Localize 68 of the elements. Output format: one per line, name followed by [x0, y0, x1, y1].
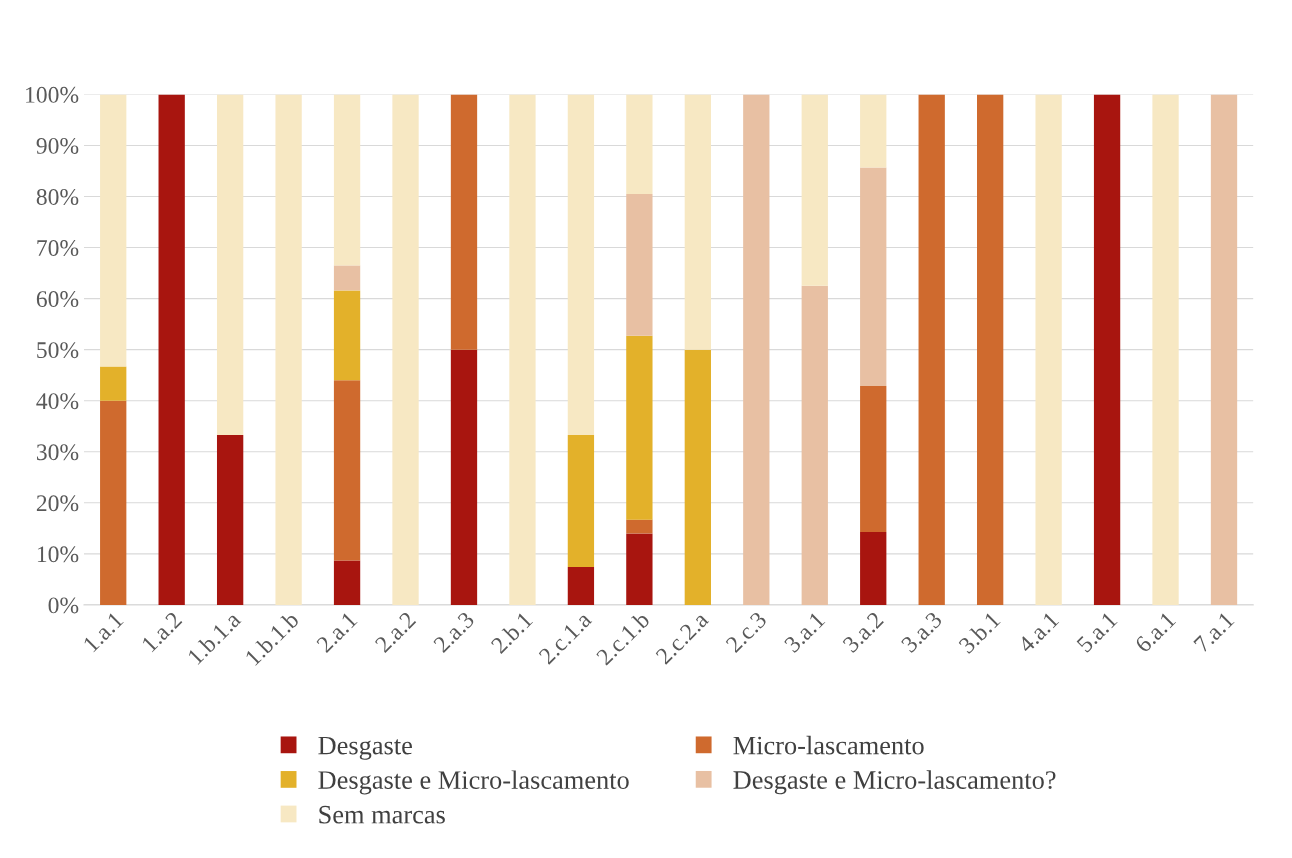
bar — [1210, 94, 1238, 605]
legend-label: Sem marcas — [319, 805, 445, 824]
bar — [1035, 94, 1062, 605]
bar — [684, 94, 711, 350]
legend-label: Desgaste e Micro-lascamento — [318, 770, 629, 795]
x-tick-label: 2.a.3 — [432, 610, 476, 654]
bar — [100, 366, 127, 401]
x-tick-label: 1.a.2 — [141, 611, 183, 653]
bar — [684, 349, 711, 605]
x-tick-label: 1.a.1 — [82, 611, 125, 653]
x-tick-label: 2.a.2 — [374, 611, 417, 654]
bar — [626, 533, 653, 605]
bar — [216, 94, 244, 435]
bar — [801, 285, 828, 605]
bar — [100, 400, 127, 605]
bar — [626, 519, 653, 534]
legend-label: Desgaste e Micro-lascamento? — [733, 770, 1056, 795]
bar — [333, 290, 361, 381]
x-tick-label: 4.a.1 — [1017, 611, 1060, 654]
bar — [392, 94, 419, 605]
bar — [801, 94, 828, 286]
bar — [333, 380, 361, 561]
bar — [567, 434, 595, 568]
bar — [450, 94, 478, 350]
bar — [450, 349, 478, 605]
y-tick-label: 40% — [36, 393, 79, 410]
x-tick-label: 2.a.1 — [315, 611, 358, 654]
legend-label: Micro-lascamento — [733, 735, 924, 755]
y-tick-label: 70% — [37, 240, 79, 257]
bar — [626, 335, 653, 520]
bar — [860, 94, 887, 168]
bar — [626, 193, 653, 336]
x-tick-label: 3.a.1 — [783, 611, 826, 654]
bar — [860, 167, 887, 386]
x-tick-label: 2.c.3 — [725, 610, 768, 654]
bar — [1152, 94, 1179, 605]
bar — [158, 94, 185, 605]
y-tick-label: 30% — [36, 444, 79, 461]
y-tick-label: 20% — [36, 495, 79, 512]
bar — [275, 94, 302, 605]
legend-label: Desgaste — [318, 736, 412, 760]
y-tick-label: 80% — [36, 188, 79, 205]
y-tick-label: 100% — [26, 86, 79, 103]
bar — [626, 94, 653, 194]
bar — [333, 560, 361, 605]
bar — [1093, 94, 1121, 605]
x-tick-label: 5.a.1 — [1076, 611, 1118, 654]
y-tick-label: 90% — [36, 137, 79, 154]
x-tick-label: 3.a.2 — [842, 611, 885, 654]
y-tick-label: 0% — [48, 597, 79, 614]
y-tick-label: 10% — [37, 546, 79, 563]
bar — [333, 94, 361, 266]
x-tick-label: 7.a.1 — [1193, 611, 1235, 653]
bar — [216, 434, 244, 605]
x-tick-label: 3.a.3 — [900, 610, 943, 654]
bar — [860, 385, 887, 532]
bar — [977, 94, 1004, 605]
bar — [567, 567, 595, 605]
bar — [509, 94, 536, 605]
y-tick-label: 60% — [36, 291, 79, 308]
bar — [918, 94, 945, 605]
bar — [100, 94, 127, 367]
x-tick-label: 6.a.1 — [1134, 611, 1177, 654]
bar — [567, 94, 595, 435]
bar — [333, 265, 361, 291]
bar — [860, 531, 887, 605]
y-tick-label: 50% — [37, 342, 79, 359]
bar — [743, 94, 770, 605]
